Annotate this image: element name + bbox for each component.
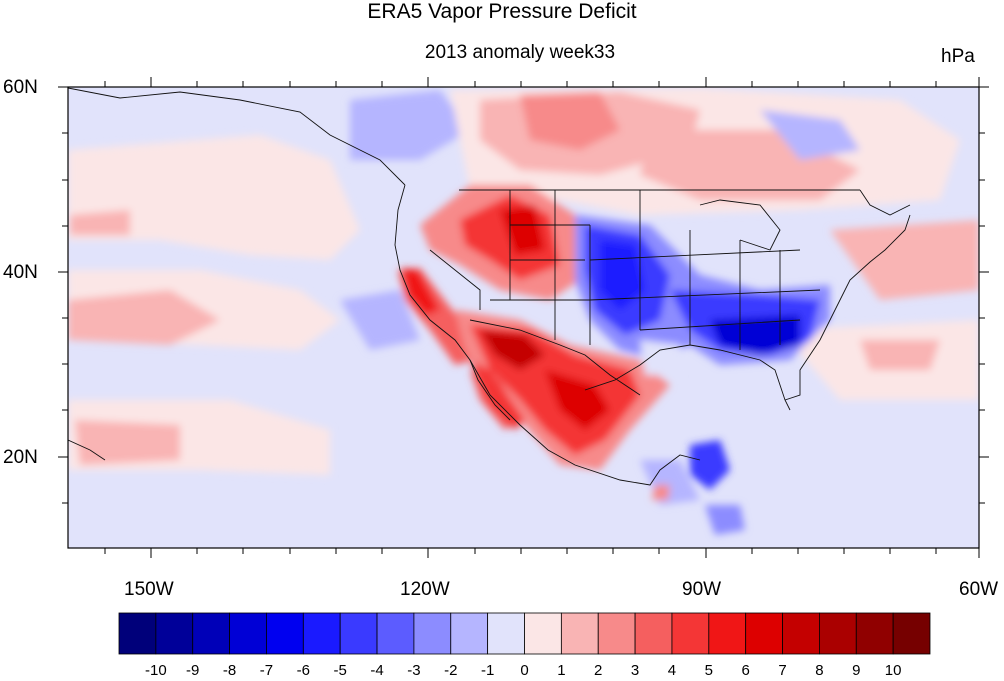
colorbar-box bbox=[302, 612, 341, 655]
colorbar-tick-label: -6 bbox=[296, 662, 310, 679]
colorbar bbox=[118, 612, 931, 655]
colorbar-box bbox=[376, 612, 415, 655]
x-tick-label-60w: 60W bbox=[959, 579, 999, 600]
colorbar-tick-label: -7 bbox=[259, 662, 274, 679]
colorbar-tick-label: -8 bbox=[222, 662, 237, 679]
colorbar-box bbox=[708, 612, 747, 655]
y-tick-label-20n: 20N bbox=[3, 447, 38, 468]
colorbar-box bbox=[819, 612, 857, 655]
colorbar-tick-label: 0 bbox=[520, 662, 529, 679]
x-tick-label-150w: 150W bbox=[124, 579, 174, 600]
colorbar-box bbox=[782, 612, 820, 655]
x-tick-label-120w: 120W bbox=[400, 579, 450, 600]
y-tick-label-40n: 40N bbox=[3, 262, 38, 283]
colorbar-box bbox=[339, 612, 378, 655]
colorbar-tick-label: 3 bbox=[630, 662, 640, 679]
colorbar-box bbox=[155, 612, 194, 655]
colorbar-tick-label: -1 bbox=[480, 662, 495, 679]
colorbar-box bbox=[450, 612, 489, 655]
colorbar-tick-label: 6 bbox=[741, 662, 750, 679]
colorbar-box bbox=[266, 612, 304, 655]
x-tick-label-90w: 90W bbox=[682, 579, 722, 600]
chart-title: ERA5 Vapor Pressure Deficit bbox=[367, 0, 637, 23]
colorbar-box bbox=[671, 612, 710, 655]
colorbar-tick-label: 9 bbox=[852, 662, 861, 679]
colorbar-box bbox=[118, 612, 157, 655]
colorbar-tick-label: -9 bbox=[186, 662, 200, 679]
colorbar-tick-label: -3 bbox=[407, 662, 421, 679]
colorbar-box bbox=[634, 612, 673, 655]
anomaly-field bbox=[68, 87, 979, 548]
coastlines bbox=[68, 87, 911, 486]
axis-ticks bbox=[58, 77, 989, 558]
colorbar-box bbox=[560, 612, 599, 655]
colorbar-tick-label: -2 bbox=[444, 662, 458, 679]
colorbar-box bbox=[855, 612, 894, 655]
colorbar-box bbox=[597, 612, 636, 655]
colorbar-tick-label: -5 bbox=[333, 662, 347, 679]
colorbar-tick-label: 8 bbox=[815, 662, 824, 679]
colorbar-tick-label: 4 bbox=[667, 662, 677, 679]
colorbar-box bbox=[487, 612, 525, 655]
colorbar-tick-label: 2 bbox=[594, 662, 603, 679]
colorbar-box bbox=[229, 612, 267, 655]
colorbar-box bbox=[413, 612, 452, 655]
colorbar-box bbox=[745, 612, 783, 655]
colorbar-tick-label: 7 bbox=[778, 662, 787, 679]
units-label: hPa bbox=[941, 46, 975, 67]
colorbar-tick-label: -4 bbox=[370, 662, 384, 679]
colorbar-tick-label: 1 bbox=[557, 662, 566, 679]
colorbar-tick-label: 10 bbox=[884, 662, 902, 679]
colorbar-box bbox=[892, 612, 931, 655]
chart-subtitle: 2013 anomaly week33 bbox=[424, 42, 616, 63]
colorbar-box bbox=[192, 612, 230, 655]
colorbar-box bbox=[524, 612, 562, 655]
y-tick-label-60n: 60N bbox=[3, 77, 38, 98]
colorbar-tick-label: -10 bbox=[145, 662, 167, 679]
colorbar-tick-label: 5 bbox=[704, 662, 713, 679]
